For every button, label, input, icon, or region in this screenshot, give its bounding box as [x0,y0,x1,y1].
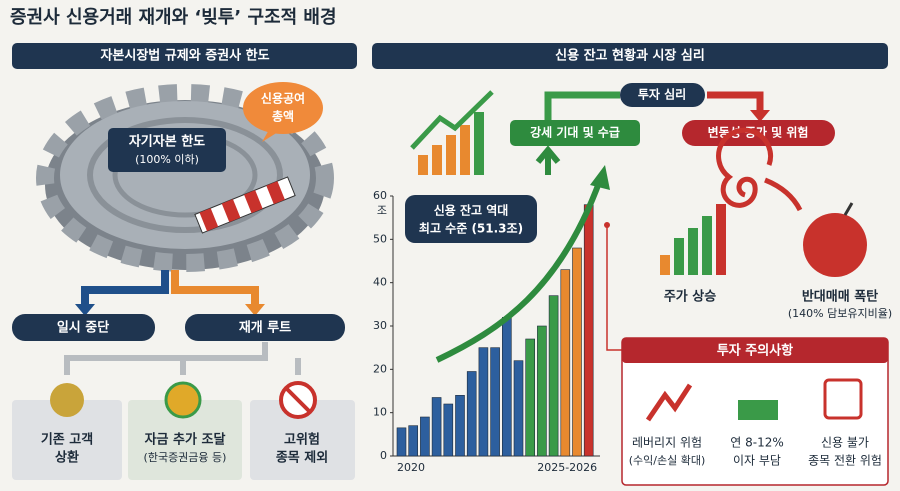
crash-label: 반대매매 폭탄 [802,289,878,305]
bar [525,338,536,457]
icon-stamp [823,378,863,420]
annotation: 최고 수준 (51.3조) [419,221,523,236]
gear-label-bg [108,128,226,172]
item-label: 상환 [55,450,79,466]
arrow-head [245,304,265,316]
gear-label: 자기자본 한도 [129,134,205,150]
item-label: (한국증권금융 등) [144,451,227,464]
x-tick-label: 2020 [397,461,425,474]
icon-dollar [164,381,202,419]
item-label: 기존 고객 [41,432,93,448]
page-title: 증권사 신용거래 재개와 ‘빚투’ 구조적 배경 [10,7,337,28]
mini-chart-icon [410,90,494,175]
x-tick-label: 2025-2026 [537,461,597,474]
connector [606,225,622,351]
bomb [803,213,867,277]
caution-label: 연 8-12% [730,436,784,450]
positive-box [510,120,640,146]
caution-header: 투자 주의사항 [717,343,793,359]
bar [478,347,489,457]
rise-label: 주가 상승 [664,290,716,305]
annotation: 신용 잔고 역대 [434,203,509,218]
gear-sublabel: (100% 이하) [135,152,199,166]
arrow [535,145,561,175]
icon-leverage [645,383,693,422]
branch-label: 재개 루트 [239,321,291,336]
caution-header-bg [622,338,888,363]
arrow-head [750,110,770,122]
bar [408,425,419,457]
trend-arrow-head [590,165,610,190]
connector-dot [604,222,610,228]
item-label: 고위험 [284,432,320,448]
bar [396,427,407,457]
right-header-bg [372,43,888,69]
arrow-head [75,304,95,316]
stock-icon [660,204,726,275]
icon-coins [50,383,84,417]
item-box [250,400,355,480]
arrow [81,270,169,306]
y-tick-label: 50 [373,232,387,245]
bar [560,269,571,457]
item-label: 종목 제외 [276,450,328,466]
y-tick-label: 60 [373,189,387,202]
branch-pill [185,314,345,341]
bar [420,416,430,457]
bar [572,247,582,457]
y-tick-label: 30 [373,319,387,332]
bar [537,325,547,457]
bomb-fuse [843,202,854,216]
trend-arrow [435,178,603,363]
caution-label: (수익/손실 확대) [629,454,706,467]
positive-label: 강세 기대 및 수급 [530,125,620,140]
left-header: 자본시장법 규제와 증권사 한도 [100,48,269,64]
crash-note: (140% 담보유지비율) [788,307,892,320]
bar [583,204,594,457]
item-box [12,400,122,480]
branch-label: 일시 중단 [57,320,109,336]
arrow [171,270,259,306]
icon-ban [284,386,312,414]
bar [513,360,524,457]
y-tick-label: 10 [373,406,387,419]
caution-label: 신용 불가 [821,436,869,450]
right-header: 신용 잔고 현황과 시장 심리 [555,48,705,64]
y-tick-label: 40 [373,276,387,289]
y-tick-label: 0 [380,449,387,462]
bar [548,295,559,457]
bar [466,371,477,457]
bar [501,317,512,457]
y-unit: 조 [377,204,387,217]
sentiment-label: 투자 심리 [638,87,686,102]
branch-pill [12,314,155,341]
caution-label: 이자 부담 [733,454,781,468]
barrier [194,176,296,234]
spiral [716,127,803,212]
icon-money [738,400,778,420]
bubble-line: 신용공여 [261,91,305,106]
bar [490,347,500,457]
bar [455,395,465,457]
sentiment-pill [620,83,705,107]
caution-label: 종목 전환 위험 [808,454,882,468]
y-tick-label: 20 [373,362,387,375]
annotation-bg [405,195,537,243]
bar [431,397,442,457]
connector [64,342,301,375]
bubble-line: 총액 [272,109,294,124]
item-label: 자금 추가 조달 [145,432,226,448]
caution-label: 레버리지 위험 [632,436,702,450]
arrow [544,91,620,125]
item-box [128,400,242,480]
arrow [707,91,764,112]
left-header-bg [12,43,357,69]
bubble [243,82,323,134]
bar [443,403,454,457]
